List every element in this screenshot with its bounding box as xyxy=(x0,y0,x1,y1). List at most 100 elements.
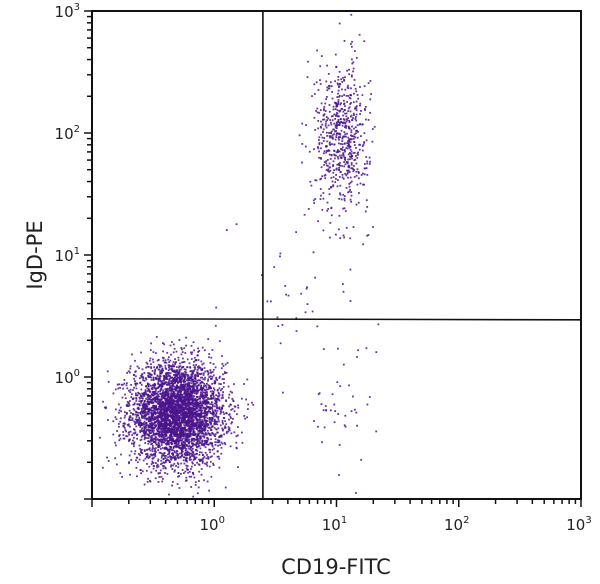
data-point xyxy=(326,159,329,161)
data-point xyxy=(203,430,206,432)
data-point xyxy=(221,378,224,380)
data-point xyxy=(159,431,161,434)
data-point xyxy=(174,371,177,374)
data-point xyxy=(211,401,213,403)
data-point xyxy=(188,419,191,422)
data-point xyxy=(208,398,210,401)
data-point xyxy=(193,440,195,442)
data-point xyxy=(202,378,205,381)
data-point xyxy=(201,432,203,435)
data-point xyxy=(141,415,143,418)
data-point xyxy=(188,438,191,441)
data-point xyxy=(141,404,144,407)
data-point xyxy=(335,115,337,117)
data-point xyxy=(320,166,323,169)
data-point xyxy=(228,429,231,432)
data-point xyxy=(199,447,202,450)
data-point xyxy=(160,365,163,368)
data-point xyxy=(150,440,153,443)
data-point xyxy=(160,435,163,438)
data-point xyxy=(175,450,178,452)
data-point xyxy=(166,351,169,354)
data-point xyxy=(197,437,199,440)
data-point xyxy=(146,456,148,458)
data-point xyxy=(165,368,167,370)
data-point xyxy=(189,393,191,395)
data-point xyxy=(200,360,203,363)
data-point xyxy=(133,409,136,412)
data-point xyxy=(135,394,137,397)
data-point xyxy=(156,422,159,425)
data-point xyxy=(202,401,204,404)
data-point xyxy=(166,394,168,397)
data-point xyxy=(150,363,152,365)
data-point xyxy=(188,403,191,406)
data-point xyxy=(330,130,333,133)
data-point xyxy=(347,169,350,172)
data-point xyxy=(195,414,198,417)
data-point xyxy=(198,373,201,375)
data-point xyxy=(343,40,346,42)
data-point xyxy=(334,118,336,120)
data-point xyxy=(106,456,108,459)
data-point xyxy=(148,411,151,414)
data-point xyxy=(142,406,145,409)
data-point xyxy=(187,430,190,432)
data-point xyxy=(363,173,366,176)
data-point xyxy=(176,391,179,393)
data-point xyxy=(330,123,333,126)
data-point xyxy=(231,391,233,394)
data-point xyxy=(140,400,143,403)
data-point xyxy=(231,397,234,400)
data-point xyxy=(143,432,146,435)
data-point xyxy=(202,444,205,447)
data-point xyxy=(367,82,370,84)
data-point xyxy=(183,347,186,350)
data-point xyxy=(235,435,238,438)
data-point xyxy=(194,382,197,385)
data-point xyxy=(205,386,208,388)
data-point xyxy=(298,134,301,137)
data-point xyxy=(178,389,181,391)
data-point xyxy=(184,437,186,440)
data-point xyxy=(153,397,155,400)
data-point xyxy=(337,100,340,103)
data-point xyxy=(144,406,146,409)
data-point xyxy=(172,402,174,405)
data-point xyxy=(190,382,193,385)
data-point xyxy=(333,122,336,125)
data-point xyxy=(139,431,142,434)
data-point xyxy=(224,425,226,428)
data-point xyxy=(341,165,343,167)
data-point xyxy=(344,425,347,428)
data-point xyxy=(192,388,195,391)
data-point xyxy=(345,147,348,149)
data-point xyxy=(355,130,357,132)
data-point xyxy=(306,303,309,305)
data-point xyxy=(211,392,213,395)
data-point xyxy=(355,155,357,157)
data-point xyxy=(139,430,142,432)
data-point xyxy=(177,382,179,385)
data-point xyxy=(356,424,358,427)
data-point xyxy=(343,197,346,200)
data-point xyxy=(211,455,213,458)
data-point xyxy=(144,389,147,391)
data-point xyxy=(155,401,158,403)
data-point xyxy=(175,443,178,446)
data-point xyxy=(184,400,187,402)
data-point xyxy=(337,179,339,181)
data-point xyxy=(129,419,132,421)
data-point xyxy=(171,389,174,392)
data-point xyxy=(227,430,230,433)
data-point xyxy=(116,430,118,432)
data-point xyxy=(188,362,191,365)
data-point xyxy=(202,458,204,460)
data-point xyxy=(366,162,369,165)
data-point xyxy=(118,425,120,428)
data-point xyxy=(314,179,317,182)
data-point xyxy=(138,403,141,406)
data-point xyxy=(184,383,186,386)
data-point xyxy=(200,468,203,470)
data-point xyxy=(219,444,221,446)
